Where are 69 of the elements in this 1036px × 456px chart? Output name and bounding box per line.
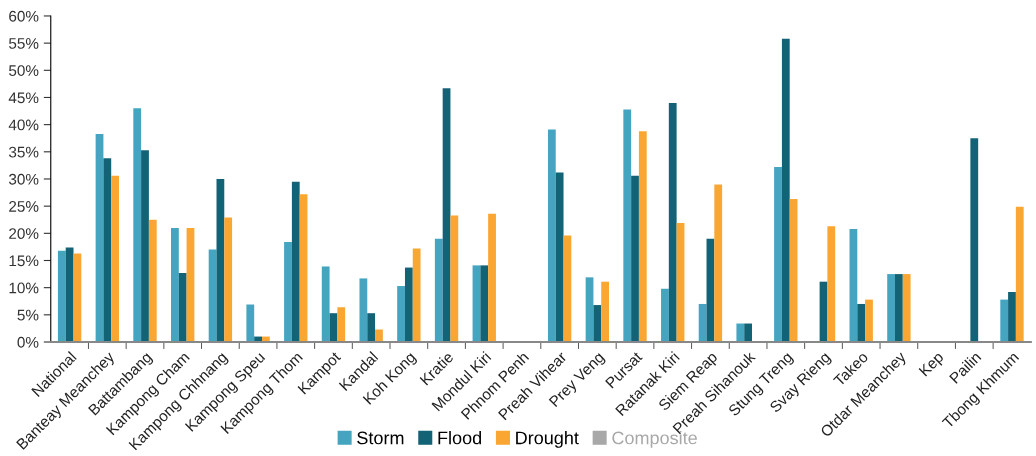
bar [894, 274, 903, 342]
bar [57, 250, 66, 342]
bar [133, 108, 142, 342]
bar [359, 278, 368, 342]
bar [321, 266, 330, 342]
bar [744, 323, 753, 342]
y-tick-label: 5% [17, 309, 39, 321]
bar [857, 303, 866, 342]
bar [631, 175, 639, 342]
legend-label: Storm [357, 431, 404, 445]
bar [1008, 292, 1016, 342]
bar [1015, 206, 1024, 342]
bar [865, 299, 873, 342]
bar [1000, 299, 1009, 342]
bar [434, 238, 443, 342]
bar [397, 286, 405, 342]
bar [450, 215, 459, 342]
bar [661, 288, 669, 342]
bar [367, 313, 376, 342]
y-tick-label: 55% [8, 38, 39, 49]
bar [593, 305, 602, 342]
y-tick-label: 20% [9, 228, 39, 240]
bar [638, 131, 647, 342]
bar [171, 227, 179, 342]
bar [480, 265, 489, 342]
bar [412, 248, 421, 342]
bar [337, 307, 346, 342]
bar [216, 178, 225, 342]
bar [375, 329, 383, 342]
bar [547, 129, 556, 342]
y-tick-label: 40% [8, 119, 39, 131]
x-tick-label: Kep [918, 351, 947, 379]
y-tick-label: 45% [8, 92, 39, 104]
bar [623, 109, 632, 342]
bar [111, 175, 119, 342]
bar [65, 247, 74, 342]
bar [291, 181, 300, 342]
bar [555, 172, 564, 342]
bar [404, 267, 413, 342]
bar [103, 158, 112, 342]
y-tick-label: 30% [8, 173, 39, 185]
bar [887, 274, 895, 342]
bar [178, 272, 187, 342]
bar [698, 303, 707, 342]
bar [246, 304, 255, 342]
bar [902, 274, 911, 342]
bar [488, 213, 496, 342]
bar [442, 88, 451, 342]
y-tick-label: 10% [9, 282, 39, 294]
legend-label: Drought [516, 431, 579, 448]
y-tick-label: 0% [17, 336, 39, 348]
y-tick-label: 25% [9, 201, 39, 212]
y-tick-label: 15% [9, 255, 39, 267]
y-tick-label: 50% [8, 65, 39, 76]
bar [714, 184, 723, 342]
bar [141, 150, 149, 342]
bar [736, 323, 745, 342]
bar [774, 167, 782, 342]
bar [827, 226, 836, 342]
bar [781, 38, 790, 342]
bar [284, 242, 292, 342]
bar [970, 138, 979, 342]
bar [224, 217, 233, 342]
bar [601, 281, 610, 342]
y-tick-label: 35% [8, 146, 39, 158]
bar [148, 219, 157, 342]
y-tick-label: 60% [9, 10, 39, 22]
bar [668, 102, 677, 342]
legend-label: Flood [438, 431, 482, 445]
